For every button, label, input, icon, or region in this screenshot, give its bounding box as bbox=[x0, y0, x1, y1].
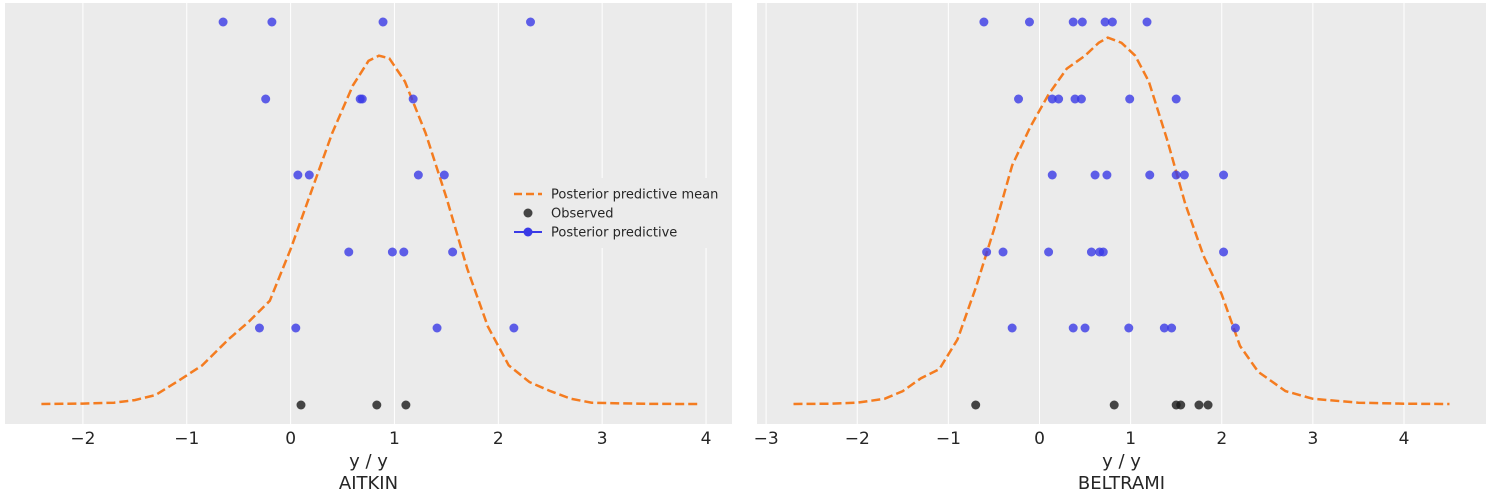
x-tick-label: −2 bbox=[70, 429, 95, 449]
legend-label-predictive: Posterior predictive bbox=[551, 226, 677, 241]
legend: Posterior predictive mean Observed Poste… bbox=[502, 178, 730, 248]
legend-observed-marker bbox=[523, 208, 533, 218]
observed-point bbox=[1194, 400, 1204, 410]
observed-point bbox=[1176, 400, 1186, 410]
posterior-predictive-point bbox=[1054, 94, 1064, 104]
posterior-predictive-point bbox=[254, 323, 264, 333]
posterior-predictive-point bbox=[1024, 17, 1034, 27]
posterior-predictive-point bbox=[998, 247, 1008, 257]
posterior-predictive-mean-line bbox=[793, 36, 1450, 406]
posterior-predictive-point bbox=[387, 247, 397, 257]
posterior-predictive-point bbox=[1014, 94, 1024, 104]
posterior-predictive-point bbox=[432, 323, 442, 333]
x-tick-label: 4 bbox=[701, 429, 712, 449]
observed-point bbox=[1109, 400, 1119, 410]
x-tick-label: 3 bbox=[597, 429, 608, 449]
posterior-predictive-point bbox=[1171, 170, 1181, 180]
posterior-predictive-point bbox=[1219, 247, 1229, 257]
posterior-predictive-mean-line bbox=[41, 54, 701, 406]
observed-point bbox=[1203, 400, 1213, 410]
x-tick-label: −1 bbox=[174, 429, 199, 449]
legend-label-observed: Observed bbox=[551, 207, 614, 222]
x-tick-label: 1 bbox=[1125, 429, 1136, 449]
posterior-predictive-point bbox=[1230, 323, 1240, 333]
x-axis-label: y / y bbox=[349, 451, 388, 472]
posterior-predictive-point bbox=[291, 323, 301, 333]
posterior-predictive-point bbox=[357, 94, 367, 104]
posterior-predictive-point bbox=[1080, 323, 1090, 333]
posterior-predictive-point bbox=[408, 94, 418, 104]
panel-title: AITKIN bbox=[339, 473, 398, 494]
posterior-predictive-point bbox=[1124, 323, 1134, 333]
posterior-predictive-point bbox=[1219, 170, 1229, 180]
posterior-predictive-point bbox=[1100, 17, 1110, 27]
posterior-predictive-point bbox=[1167, 323, 1177, 333]
observed-point bbox=[971, 400, 981, 410]
observed-point bbox=[372, 400, 382, 410]
panel-title: BELTRAMI bbox=[1078, 473, 1165, 494]
posterior-predictive-point bbox=[344, 247, 354, 257]
posterior-predictive-point bbox=[1007, 323, 1017, 333]
posterior-predictive-point bbox=[1159, 323, 1169, 333]
posterior-predictive-point bbox=[1047, 94, 1057, 104]
posterior-predictive-point bbox=[1068, 17, 1078, 27]
posterior-predictive-point bbox=[218, 17, 228, 27]
x-axis-label: y / y bbox=[1102, 451, 1141, 472]
legend-predictive-marker bbox=[523, 227, 533, 237]
posterior-predictive-point bbox=[1179, 170, 1189, 180]
x-tick-label: 3 bbox=[1307, 429, 1318, 449]
x-tick-label: −1 bbox=[936, 429, 961, 449]
posterior-predictive-point bbox=[448, 247, 458, 257]
posterior-predictive-point bbox=[982, 247, 992, 257]
posterior-predictive-point bbox=[1070, 94, 1080, 104]
legend-label-mean: Posterior predictive mean bbox=[551, 188, 718, 203]
posterior-predictive-point bbox=[979, 17, 989, 27]
posterior-predictive-point bbox=[1077, 17, 1087, 27]
posterior-predictive-point bbox=[1102, 170, 1112, 180]
x-tick-label: 2 bbox=[493, 429, 504, 449]
posterior-predictive-point bbox=[1090, 170, 1100, 180]
x-tick-label: 2 bbox=[1216, 429, 1227, 449]
x-tick-label: 4 bbox=[1399, 429, 1410, 449]
posterior-predictive-point bbox=[1171, 94, 1181, 104]
posterior-predictive-point bbox=[304, 170, 314, 180]
posterior-predictive-point bbox=[293, 170, 303, 180]
plot-area bbox=[757, 3, 1486, 424]
x-tick-label: −3 bbox=[754, 429, 779, 449]
x-tick-label: 1 bbox=[389, 429, 400, 449]
x-tick-label: −2 bbox=[845, 429, 870, 449]
posterior-predictive-point bbox=[399, 247, 409, 257]
posterior-predictive-point bbox=[1068, 323, 1078, 333]
x-tick-label: 0 bbox=[1034, 429, 1045, 449]
posterior-predictive-point bbox=[1142, 17, 1152, 27]
posterior-predictive-point bbox=[1107, 17, 1117, 27]
posterior-predictive-point bbox=[267, 17, 277, 27]
observed-point bbox=[296, 400, 306, 410]
posterior-predictive-point bbox=[1044, 247, 1054, 257]
posterior-predictive-point bbox=[413, 170, 423, 180]
observed-point bbox=[401, 400, 411, 410]
legend-box bbox=[502, 178, 730, 248]
posterior-predictive-point bbox=[1098, 247, 1108, 257]
posterior-predictive-point bbox=[526, 17, 536, 27]
x-tick-label: 0 bbox=[285, 429, 296, 449]
posterior-predictive-point bbox=[261, 94, 271, 104]
posterior-predictive-point bbox=[1076, 94, 1086, 104]
posterior-predictive-point bbox=[378, 17, 388, 27]
posterior-predictive-point bbox=[1047, 170, 1057, 180]
posterior-predictive-point bbox=[1145, 170, 1155, 180]
posterior-predictive-point bbox=[1086, 247, 1096, 257]
posterior-predictive-point bbox=[1125, 94, 1135, 104]
posterior-predictive-point bbox=[439, 170, 449, 180]
posterior-predictive-point bbox=[509, 323, 519, 333]
